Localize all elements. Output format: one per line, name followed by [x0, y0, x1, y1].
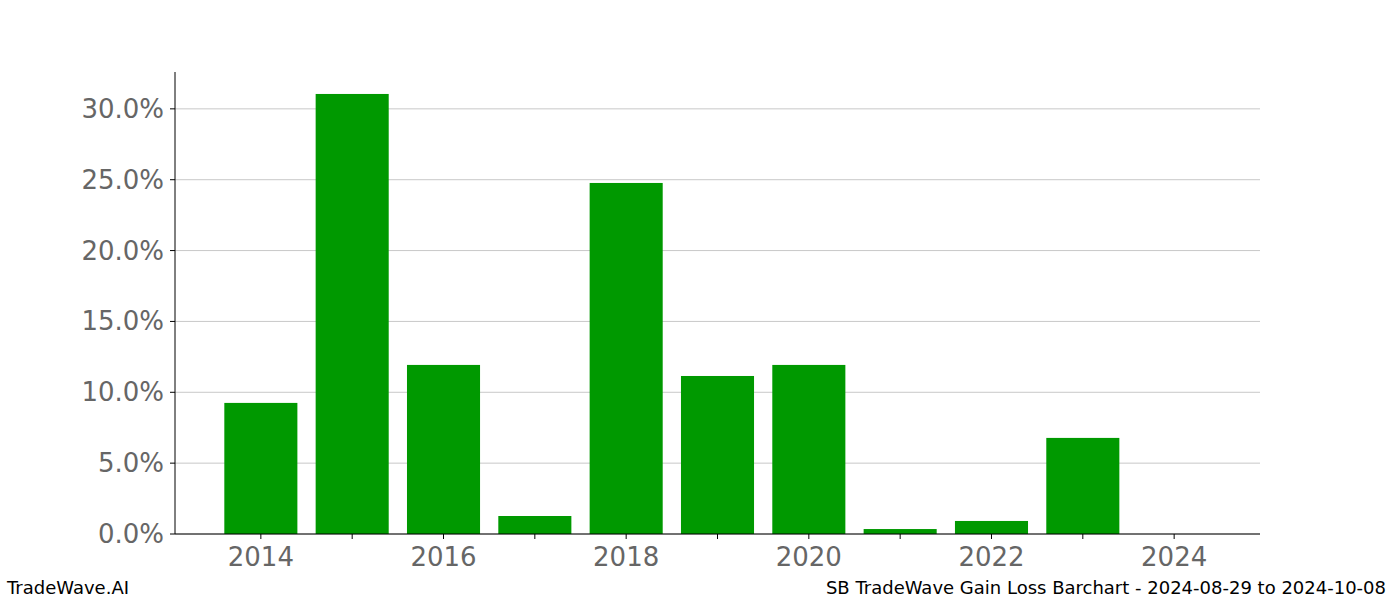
- bar: [224, 403, 297, 534]
- x-tick: [900, 534, 901, 539]
- x-axis: [175, 534, 1260, 535]
- bar: [1046, 438, 1119, 534]
- y-tick-label: 5.0%: [98, 448, 164, 478]
- x-tick: [717, 534, 718, 539]
- bar: [498, 516, 571, 534]
- x-tick-label: 2022: [958, 542, 1024, 572]
- title: SB TradeWave Gain Loss Barchart - 2024-0…: [826, 577, 1386, 598]
- y-tick: [170, 463, 175, 464]
- x-tick: [534, 534, 535, 539]
- bar: [955, 521, 1028, 534]
- y-tick-label: 20.0%: [81, 236, 164, 266]
- x-tick-label: 2018: [593, 542, 659, 572]
- y-tick: [170, 321, 175, 322]
- x-tick: [260, 534, 261, 539]
- bar: [407, 365, 480, 534]
- y-tick-label: 15.0%: [81, 306, 164, 336]
- y-tick-label: 25.0%: [81, 165, 164, 195]
- x-tick: [1174, 534, 1175, 539]
- x-tick: [352, 534, 353, 539]
- bar: [316, 94, 389, 534]
- y-axis: [175, 72, 176, 534]
- bar: [772, 365, 845, 534]
- y-tick: [170, 179, 175, 180]
- x-tick-label: 2024: [1141, 542, 1207, 572]
- x-tick-label: 2020: [776, 542, 842, 572]
- annotation: TradeWave.AI: [6, 577, 129, 598]
- y-tick: [170, 250, 175, 251]
- y-tick: [170, 534, 175, 535]
- x-tick-label: 2014: [228, 542, 294, 572]
- y-tick: [170, 392, 175, 393]
- x-tick: [991, 534, 992, 539]
- bar: [864, 529, 937, 534]
- x-tick: [808, 534, 809, 539]
- bars: [224, 94, 1119, 534]
- grid-line: [175, 534, 1260, 535]
- x-tick: [626, 534, 627, 539]
- x-tick-label: 2016: [410, 542, 476, 572]
- y-tick-label: 0.0%: [98, 519, 164, 549]
- x-tick: [443, 534, 444, 539]
- y-tick-label: 10.0%: [81, 377, 164, 407]
- bar: [590, 183, 663, 534]
- y-tick: [170, 108, 175, 109]
- bar: [681, 376, 754, 534]
- chart: 0.0% 5.0% 10.0% 15.0% 20.0% 25.0% 30.0% 2014 201…: [0, 0, 1400, 600]
- y-tick-label: 30.0%: [81, 94, 164, 124]
- x-tick: [1082, 534, 1083, 539]
